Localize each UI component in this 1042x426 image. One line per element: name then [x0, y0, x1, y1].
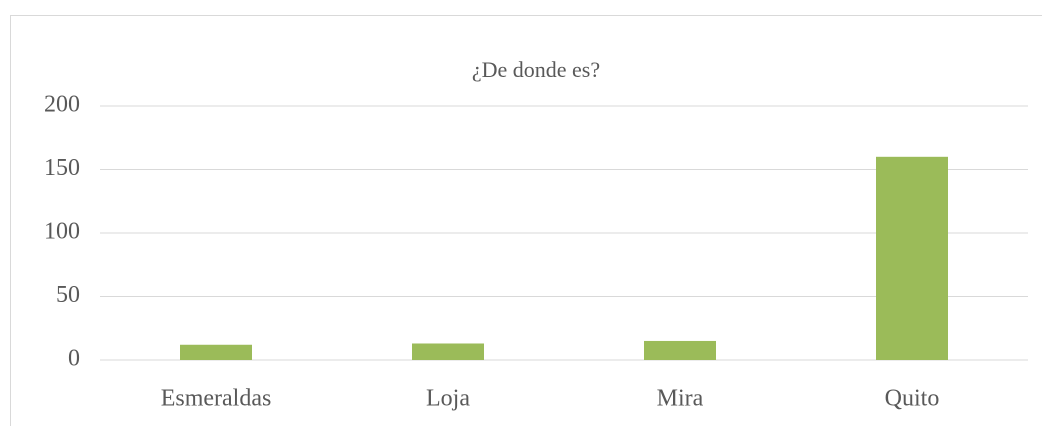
bar [876, 156, 948, 360]
x-tick-label: Quito [885, 386, 940, 412]
x-tick-label: Mira [657, 386, 704, 412]
y-tick-label: 100 [44, 219, 80, 245]
bar [644, 340, 716, 360]
x-tick-label: Esmeraldas [161, 386, 272, 412]
y-tick-label: 200 [44, 92, 80, 118]
bar [412, 343, 484, 360]
x-tick-label: Loja [426, 386, 470, 412]
chart-title: ¿De donde es? [472, 57, 600, 82]
y-tick-label: 0 [68, 346, 80, 372]
y-tick-label: 150 [44, 155, 80, 181]
y-tick-label: 50 [56, 282, 80, 308]
bar [180, 344, 252, 360]
